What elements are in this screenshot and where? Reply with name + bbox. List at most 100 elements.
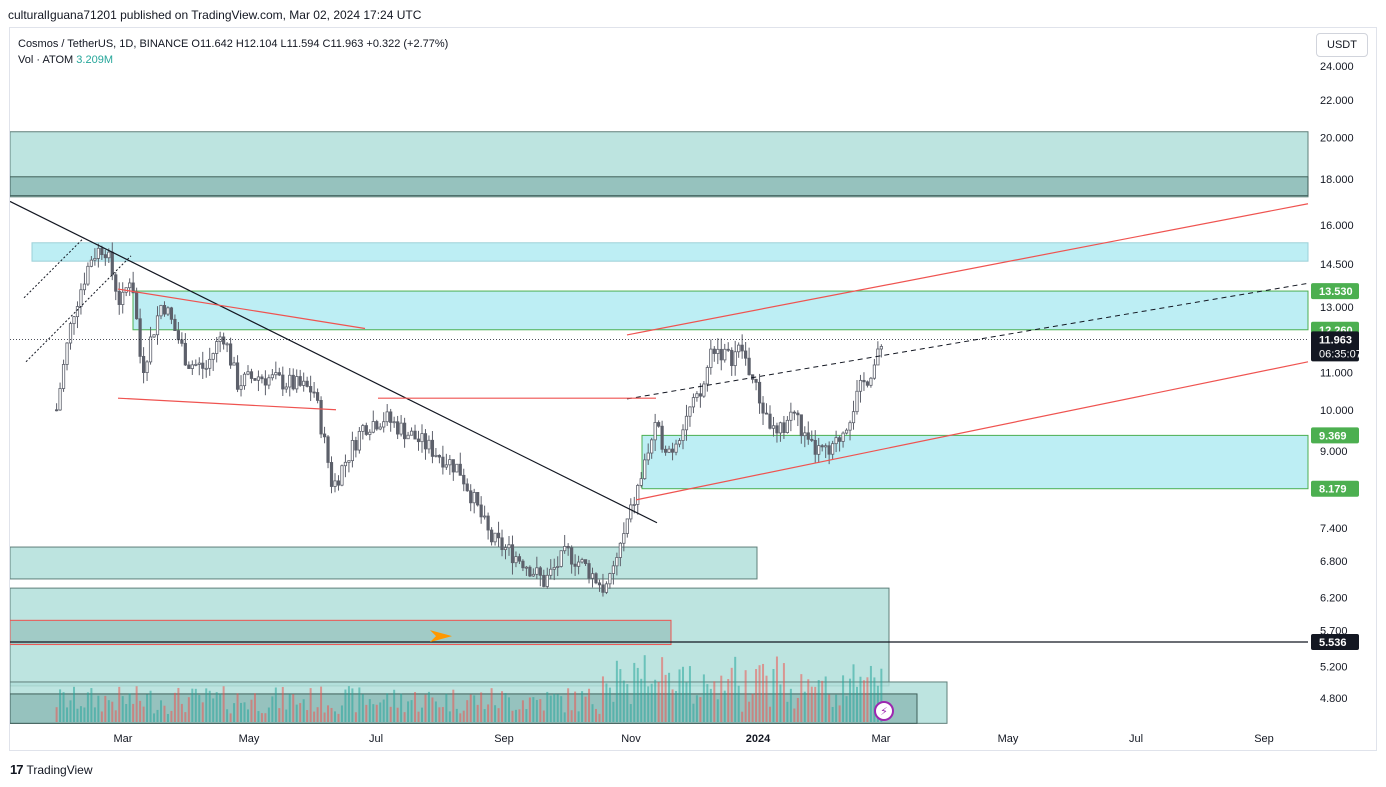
volume-bar [699, 697, 702, 722]
volume-bar [100, 711, 103, 722]
volume-bar [692, 703, 695, 722]
volume-bar [309, 688, 312, 722]
wedge-lower-line [117, 397, 337, 411]
candle-body [785, 419, 789, 433]
volume-bar [824, 676, 827, 722]
candle-body [841, 432, 845, 442]
y-axis-tick: 22.000 [1320, 95, 1354, 107]
candle-body [382, 421, 386, 428]
volume-bar [748, 701, 751, 722]
volume-bar [194, 688, 197, 722]
volume-bar [410, 700, 413, 722]
volume-bar [250, 699, 253, 722]
candle-body [448, 459, 452, 466]
candle-body [851, 411, 856, 424]
candle-body [392, 421, 396, 424]
candle-body [239, 385, 243, 390]
flash-icon[interactable]: ⚡ [874, 701, 894, 721]
candle-body [862, 379, 866, 383]
candle-body [531, 573, 535, 577]
candle-body [681, 429, 685, 441]
volume-bar [431, 697, 434, 722]
candle-body [444, 464, 448, 468]
volume-bar [299, 703, 302, 722]
candle-body [559, 550, 563, 567]
volume-bar [535, 699, 538, 722]
volume-bar [66, 707, 69, 722]
x-axis-tick: May [239, 733, 260, 745]
volume-bar [518, 709, 521, 722]
candle-body [625, 518, 629, 534]
volume-bar [661, 657, 664, 722]
volume-bar [814, 686, 817, 722]
volume-bar [598, 713, 601, 722]
candle-body [322, 433, 327, 438]
candle-body [476, 492, 480, 506]
volume-bar [226, 709, 229, 722]
volume-bar [337, 713, 340, 722]
volume-bar [855, 686, 858, 722]
volume-bar [281, 686, 284, 722]
volume-bar [306, 710, 309, 722]
volume-bar [831, 706, 834, 722]
volume-bar [267, 707, 270, 722]
volume-bar [90, 688, 93, 722]
volume-bar [288, 694, 291, 722]
candle-body [691, 397, 696, 408]
candle-body [709, 348, 713, 368]
candle-body [817, 445, 821, 455]
candle-body [597, 582, 602, 586]
candle-body [479, 504, 483, 518]
volume-bar [873, 677, 876, 722]
candle-body [197, 362, 201, 365]
candle-body [503, 547, 508, 551]
candle-body [702, 383, 706, 397]
candle-body [646, 452, 650, 461]
volume-bar [532, 697, 535, 722]
y-axis-tick: 7.400 [1320, 523, 1348, 535]
candle-body [295, 376, 299, 390]
volume-bar [758, 665, 761, 722]
candle-body [608, 573, 612, 585]
volume-bar [72, 686, 75, 722]
volume-bar [55, 707, 58, 722]
candle-body [173, 318, 177, 332]
candle-body [89, 259, 93, 267]
volume-bar [191, 688, 194, 722]
candle-body [643, 459, 647, 480]
candle-body [684, 415, 689, 431]
volume-bar [612, 701, 615, 722]
volume-bar [142, 706, 145, 722]
candle-body [361, 425, 365, 432]
volume-bar [243, 702, 246, 722]
candle-body [587, 563, 591, 579]
candle-body [423, 433, 428, 450]
price-label: 8.179 [1319, 484, 1347, 496]
footer-brand[interactable]: 17 TradingView [10, 762, 93, 777]
volume-bar [79, 706, 82, 722]
candle-body [58, 388, 62, 411]
candle-body [799, 414, 803, 437]
candle-body [399, 422, 403, 435]
channel-mid-dashed-line [626, 282, 1309, 400]
volume-bar [803, 691, 806, 722]
candle-body [737, 344, 741, 353]
currency-button[interactable]: USDT [1316, 33, 1368, 57]
volume-bar [139, 700, 142, 722]
candle-body [528, 566, 532, 577]
candle-body [455, 463, 459, 473]
volume-bar [762, 663, 765, 722]
volume-bar [177, 687, 180, 722]
volume-bar [852, 664, 855, 722]
candle-body [726, 348, 730, 351]
candle-body [187, 364, 191, 369]
volume-bar [274, 687, 277, 722]
volume-bar [246, 709, 249, 722]
volume-bar [549, 695, 552, 722]
candle-body [639, 478, 643, 486]
candle-body [820, 445, 824, 448]
candle-body [576, 561, 581, 567]
price-label-box [1311, 283, 1359, 300]
x-axis-tick: Jul [1129, 733, 1143, 745]
